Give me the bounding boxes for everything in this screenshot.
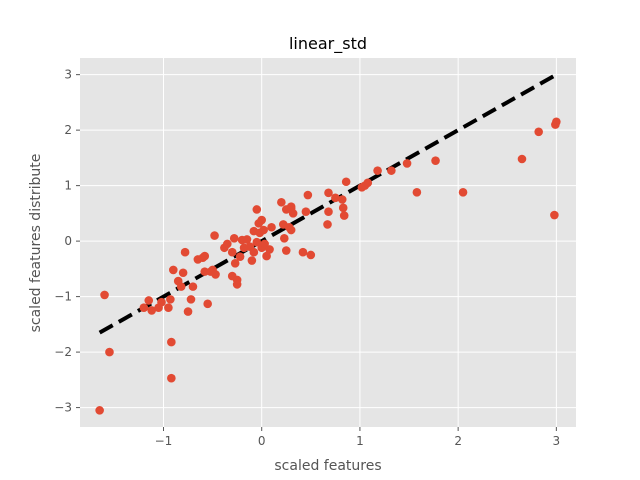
data-point — [139, 303, 149, 312]
data-points — [95, 117, 561, 415]
data-point — [265, 245, 274, 254]
data-point — [337, 195, 347, 204]
x-tick-label: 0 — [258, 434, 266, 448]
data-point — [188, 282, 198, 291]
y-tick-label: 2 — [64, 123, 72, 137]
y-tick-label: −3 — [54, 401, 72, 415]
data-point — [252, 237, 262, 247]
data-point — [260, 239, 269, 249]
data-point — [247, 256, 257, 265]
y-tick-label: 3 — [64, 68, 72, 82]
data-point — [100, 290, 109, 300]
data-point — [249, 247, 259, 257]
data-point — [288, 209, 298, 218]
y-tick-label: 0 — [64, 234, 72, 248]
plot-area — [80, 58, 576, 427]
data-point — [534, 127, 543, 137]
data-point — [157, 297, 166, 307]
data-point — [517, 154, 527, 164]
data-point — [235, 252, 245, 261]
x-tick-label: 2 — [454, 434, 462, 448]
data-point — [331, 193, 340, 203]
data-point — [169, 265, 178, 275]
x-tick-label: −1 — [155, 434, 173, 448]
data-point — [164, 303, 173, 312]
data-point — [211, 270, 220, 279]
data-point — [229, 234, 239, 243]
y-axis-label: scaled features distribute — [28, 154, 44, 333]
data-point — [180, 247, 190, 257]
data-point — [242, 235, 252, 244]
data-point — [286, 225, 296, 235]
y-tick-label: −2 — [54, 345, 72, 359]
data-point — [186, 295, 196, 304]
data-point — [223, 239, 232, 249]
data-point — [323, 220, 332, 229]
data-point — [387, 166, 396, 175]
data-point — [257, 215, 267, 225]
data-point — [363, 178, 373, 188]
data-point — [324, 207, 333, 217]
data-point — [227, 247, 237, 257]
data-point — [176, 282, 186, 291]
data-point — [412, 187, 422, 197]
data-point — [431, 156, 440, 165]
data-point — [458, 187, 468, 197]
data-point — [277, 197, 286, 207]
data-point — [338, 203, 348, 213]
data-point — [402, 159, 412, 168]
data-point — [167, 373, 176, 383]
data-point — [210, 231, 219, 240]
data-point — [373, 166, 382, 175]
data-point — [341, 177, 351, 187]
data-point — [105, 347, 114, 357]
data-point — [279, 234, 289, 243]
y-axis-ticks: −3 −2 −1 0 1 2 3 — [54, 68, 80, 415]
data-point — [259, 225, 268, 235]
data-point — [267, 222, 276, 232]
data-point — [306, 250, 316, 260]
x-axis-ticks: −1 0 1 2 3 — [155, 427, 561, 448]
data-point — [232, 280, 242, 289]
data-point — [178, 268, 188, 278]
data-point — [144, 296, 154, 305]
data-point — [286, 202, 296, 212]
data-point — [324, 188, 333, 198]
data-point — [550, 210, 559, 220]
data-point — [183, 307, 193, 316]
data-point — [167, 337, 176, 347]
data-point — [552, 117, 561, 127]
data-point — [298, 247, 308, 257]
y-tick-label: −1 — [54, 290, 72, 304]
data-point — [252, 205, 262, 214]
x-axis-label: scaled features — [274, 458, 381, 474]
x-tick-label: 1 — [356, 434, 364, 448]
data-point — [95, 406, 104, 415]
data-point — [166, 295, 175, 304]
data-point — [200, 267, 210, 276]
data-point — [339, 211, 349, 220]
data-point — [230, 259, 240, 268]
data-point — [200, 251, 210, 261]
data-point — [303, 190, 313, 200]
data-point — [203, 299, 212, 309]
x-tick-label: 3 — [553, 434, 561, 448]
data-point — [301, 207, 311, 217]
chart-title: linear_std — [289, 34, 367, 54]
data-point — [281, 246, 291, 255]
data-point — [262, 251, 271, 261]
y-tick-label: 1 — [64, 179, 72, 193]
data-point — [147, 306, 156, 315]
